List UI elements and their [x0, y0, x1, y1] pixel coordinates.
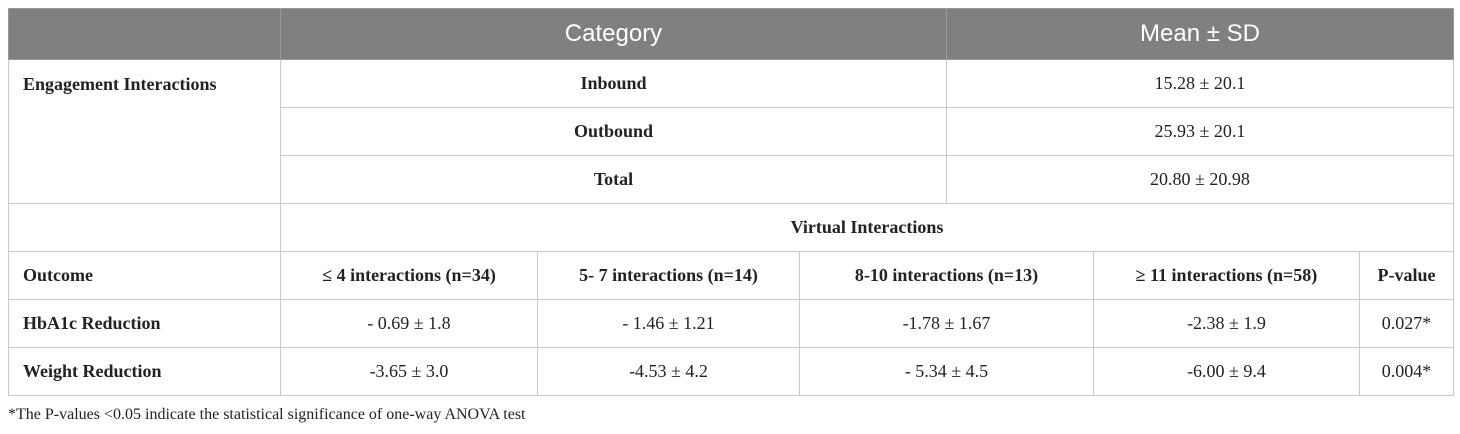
engagement-category: Total: [280, 155, 947, 204]
cell-value: - 5.34 ± 4.5: [799, 347, 1094, 396]
cell-value: -2.38 ± 1.9: [1093, 299, 1360, 348]
table-row: HbA1c Reduction - 0.69 ± 1.8 - 1.46 ± 1.…: [8, 299, 1454, 348]
engagement-value: 15.28 ± 20.1: [946, 59, 1454, 108]
empty-cell: [8, 203, 281, 252]
column-header-5-7: 5- 7 interactions (n=14): [537, 251, 800, 300]
cell-value: -6.00 ± 9.4: [1093, 347, 1360, 396]
table-row: Engagement Interactions Inbound 15.28 ± …: [8, 59, 1454, 204]
virtual-interactions-title: Virtual Interactions: [280, 203, 1454, 252]
virtual-title-row: Virtual Interactions: [8, 203, 1454, 252]
table-row: Weight Reduction -3.65 ± 3.0 -4.53 ± 4.2…: [8, 347, 1454, 396]
column-header-outcome: Outcome: [8, 251, 281, 300]
engagement-category: Outbound: [280, 107, 947, 156]
p-value: 0.004*: [1359, 347, 1454, 396]
header-category: Category: [280, 8, 947, 60]
engagement-value: 25.93 ± 20.1: [946, 107, 1454, 156]
engagement-label: Engagement Interactions: [8, 59, 281, 204]
cell-value: - 1.46 ± 1.21: [537, 299, 800, 348]
cell-value: -1.78 ± 1.67: [799, 299, 1094, 348]
column-header-p-value: P-value: [1359, 251, 1454, 300]
header-blank-cell: [8, 8, 281, 60]
engagement-value: 20.80 ± 20.98: [946, 155, 1454, 204]
results-table: Category Mean ± SD Engagement Interactio…: [8, 8, 1454, 396]
cell-value: -3.65 ± 3.0: [280, 347, 538, 396]
header-row: Category Mean ± SD: [8, 8, 1454, 60]
table-row: Outbound 25.93 ± 20.1: [9, 107, 1454, 156]
column-header-le4: ≤ 4 interactions (n=34): [280, 251, 538, 300]
virtual-columns-row: Outcome ≤ 4 interactions (n=34) 5- 7 int…: [8, 251, 1454, 300]
column-header-ge11: ≥ 11 interactions (n=58): [1093, 251, 1360, 300]
cell-value: - 0.69 ± 1.8: [280, 299, 538, 348]
table-row: Total 20.80 ± 20.98: [9, 155, 1454, 204]
engagement-category: Inbound: [280, 59, 947, 108]
p-value: 0.027*: [1359, 299, 1454, 348]
outcome-label: HbA1c Reduction: [8, 299, 281, 348]
column-header-8-10: 8-10 interactions (n=13): [799, 251, 1094, 300]
footnote: *The P-values <0.05 indicate the statist…: [8, 406, 526, 423]
outcome-label: Weight Reduction: [8, 347, 281, 396]
cell-value: -4.53 ± 4.2: [537, 347, 800, 396]
header-mean-sd: Mean ± SD: [946, 8, 1454, 60]
